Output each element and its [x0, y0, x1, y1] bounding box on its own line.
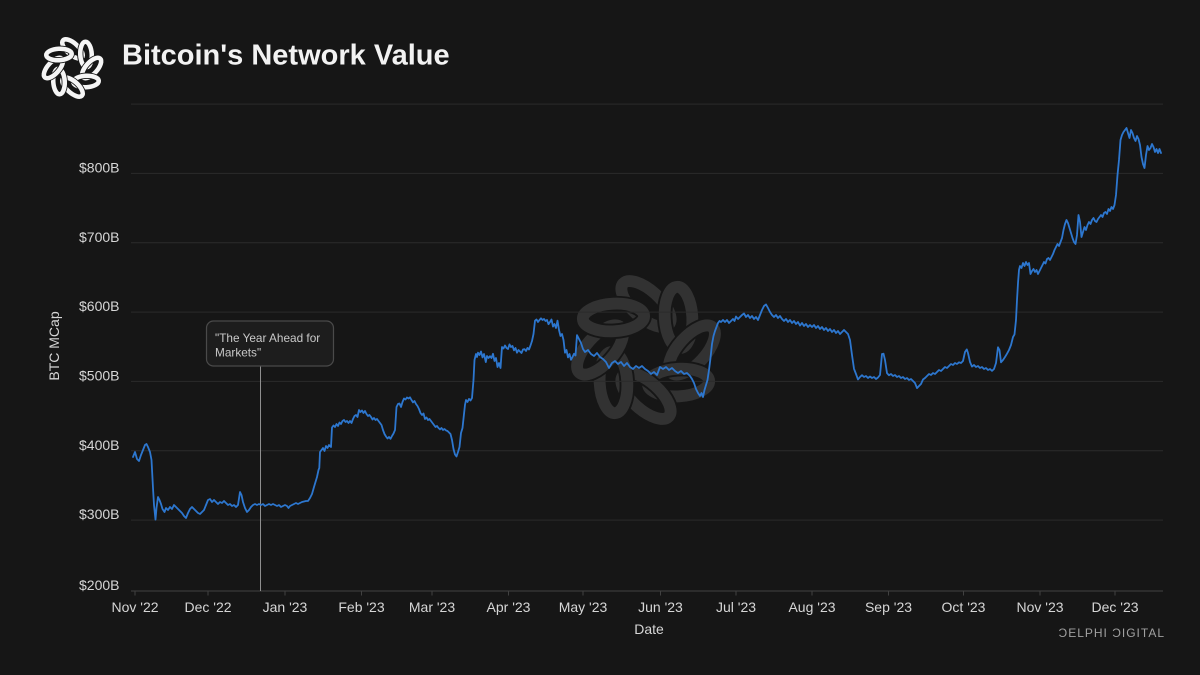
svg-text:"The Year Ahead for: "The Year Ahead for — [215, 331, 320, 345]
svg-text:Oct '23: Oct '23 — [942, 599, 986, 615]
svg-text:Bitcoin's Network Value: Bitcoin's Network Value — [122, 40, 450, 72]
svg-text:$200B: $200B — [79, 577, 119, 593]
svg-text:Jun '23: Jun '23 — [638, 599, 683, 615]
svg-text:$600B: $600B — [79, 298, 119, 314]
svg-text:$300B: $300B — [79, 506, 119, 522]
svg-text:Feb '23: Feb '23 — [338, 599, 384, 615]
svg-text:Dec '23: Dec '23 — [1091, 599, 1138, 615]
svg-text:Markets": Markets" — [215, 346, 261, 360]
svg-text:Dec '22: Dec '22 — [184, 599, 231, 615]
svg-text:$800B: $800B — [79, 159, 119, 175]
svg-text:ƆELPHI ƆIGITAL: ƆELPHI ƆIGITAL — [1059, 626, 1165, 640]
svg-text:Jul '23: Jul '23 — [716, 599, 756, 615]
svg-text:Nov '22: Nov '22 — [111, 599, 158, 615]
svg-text:$400B: $400B — [79, 437, 119, 453]
svg-text:Mar '23: Mar '23 — [409, 599, 455, 615]
svg-text:Date: Date — [634, 621, 664, 637]
svg-text:$700B: $700B — [79, 229, 119, 245]
svg-text:Apr '23: Apr '23 — [487, 599, 531, 615]
svg-text:Aug '23: Aug '23 — [788, 599, 835, 615]
svg-text:BTC MCap: BTC MCap — [46, 311, 62, 380]
svg-text:Nov '23: Nov '23 — [1016, 599, 1063, 615]
svg-text:$500B: $500B — [79, 367, 119, 383]
svg-text:Sep '23: Sep '23 — [865, 599, 912, 615]
svg-text:Jan '23: Jan '23 — [263, 599, 308, 615]
svg-text:May '23: May '23 — [559, 599, 608, 615]
